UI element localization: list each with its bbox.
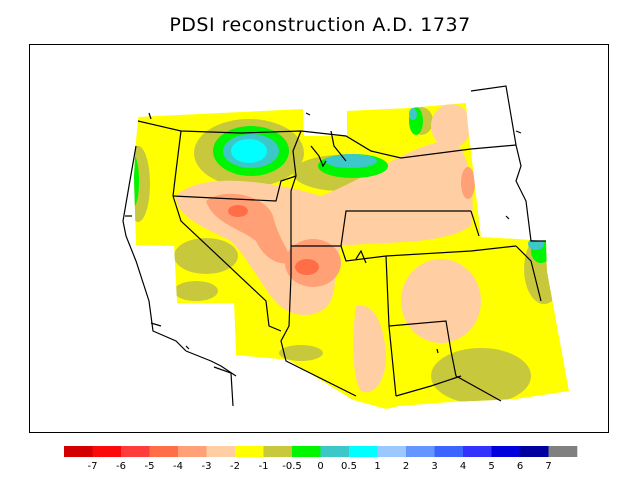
- legend-tick-label: -3: [202, 461, 212, 472]
- ca-nv-border: [172, 195, 282, 332]
- legend-bin-gt-7: [548, 446, 578, 457]
- field-darksalmon-nevada: [228, 205, 248, 217]
- lake-utah: [355, 249, 367, 264]
- field-peach-central-band: [176, 140, 473, 316]
- pdsi-map: [101, 85, 601, 432]
- legend-tick-label: 1: [374, 461, 380, 472]
- legend-bin-m5-m4: [149, 446, 179, 457]
- boundaries: [122, 85, 546, 407]
- lake-sd: [505, 215, 510, 220]
- pacific-ocean-mask: [101, 91, 386, 432]
- field-olive-south-nevada: [174, 281, 218, 301]
- color-legend: -7 -6 -5 -4 -3 -2 -1 -0.5 0 0.5 1 2 3 4 5 6 7: [64, 446, 578, 472]
- field-olive-texas: [431, 348, 531, 404]
- lake-line: [330, 130, 347, 162]
- legend-bin-4-5: [463, 446, 492, 457]
- legend-tick-label: 2: [403, 461, 409, 472]
- legend-bin-2-3: [406, 446, 435, 457]
- legend-tick-label: -5: [145, 461, 155, 472]
- pacific-coastline: [122, 145, 187, 352]
- nm-tx-border: [388, 320, 502, 402]
- field-cyan-idaho: [231, 139, 267, 163]
- legend-tick-label: 6: [517, 461, 523, 472]
- wa-id-border: [172, 130, 182, 197]
- legend-tick-label: 7: [545, 461, 551, 472]
- legend-tick-label: -6: [116, 461, 126, 472]
- legend-bin-05-1: [349, 446, 378, 457]
- ne-sd-border: [470, 210, 480, 237]
- az-border: [280, 275, 357, 397]
- or-nv-border: [172, 175, 297, 202]
- legend-bin-0-05: [320, 446, 350, 457]
- legend-ticks: -7 -6 -5 -4 -3 -2 -1 -0.5 0 0.5 1 2 3 4 5 6 7: [88, 461, 552, 472]
- water-bodies: [125, 112, 522, 354]
- co-ne-border: [385, 245, 517, 257]
- legend-bin-m05-0: [292, 446, 321, 457]
- legend-tick-label: -7: [88, 461, 98, 472]
- legend-bin-m2-m1: [235, 446, 264, 457]
- canada-notch-mask: [303, 111, 347, 136]
- field-peach-colorado: [401, 259, 481, 343]
- legend-bin-m7-m6: [92, 446, 122, 457]
- legend-tick-label: -1: [259, 461, 269, 472]
- field-peach-north-dakota: [431, 104, 471, 148]
- legend-tick-label: 0.5: [341, 461, 357, 472]
- legend-tick-label: 0: [317, 461, 323, 472]
- map-title: PDSI reconstruction A.D. 1737: [169, 14, 471, 36]
- field-teal-montana: [325, 154, 377, 168]
- legend-tick-label: 4: [460, 461, 466, 472]
- legend-bin-5-6: [491, 446, 521, 457]
- island-ca-2: [185, 345, 190, 350]
- canada-border: [137, 120, 517, 159]
- east-mask: [546, 241, 601, 432]
- legend-bin-1-2: [377, 446, 407, 457]
- field-salmon-great-basin: [206, 193, 291, 264]
- field-darksalmon-utah: [295, 259, 319, 275]
- ut-co-border: [340, 245, 387, 262]
- legend-bin-m6-m5: [121, 446, 150, 457]
- ks-border: [515, 245, 542, 302]
- field-green-coast: [134, 156, 139, 206]
- lake-nm: [436, 348, 439, 354]
- legend-tick-label: -0.5: [282, 461, 302, 472]
- field-peach-arizona: [353, 305, 386, 393]
- legend-boxes: [64, 446, 578, 457]
- field-olive-nevada: [174, 238, 238, 274]
- legend-bin-6-7: [520, 446, 549, 457]
- map-frame: [29, 44, 609, 433]
- legend-bin-m1-m05: [263, 446, 293, 457]
- baja-coast: [185, 350, 237, 377]
- legend-bin-m4-m3: [178, 446, 207, 457]
- northeast-mask: [466, 91, 601, 241]
- lake-nd: [515, 130, 522, 134]
- legend-tick-label: -4: [173, 461, 183, 472]
- lake-north: [305, 112, 311, 116]
- wy-border: [291, 210, 471, 247]
- island-ca-1: [150, 322, 162, 327]
- baja-peninsula: [213, 366, 234, 407]
- lake-montana: [310, 145, 327, 168]
- field-teal-ne: [409, 108, 417, 120]
- legend-tick-label: 3: [431, 461, 437, 472]
- field-olive-arizona-south: [279, 345, 323, 361]
- field-salmon-wyoming: [461, 167, 475, 199]
- east-border-line: [470, 85, 546, 242]
- legend-tick-label: 5: [488, 461, 494, 472]
- mexico-border: [395, 375, 462, 397]
- legend-bin-lt-m7: [64, 446, 93, 457]
- legend-bin-m3-m2: [206, 446, 236, 457]
- legend-tick-label: -2: [230, 461, 240, 472]
- legend-bin-3-4: [434, 446, 464, 457]
- id-mt-border: [290, 130, 302, 246]
- island-nw: [148, 112, 152, 120]
